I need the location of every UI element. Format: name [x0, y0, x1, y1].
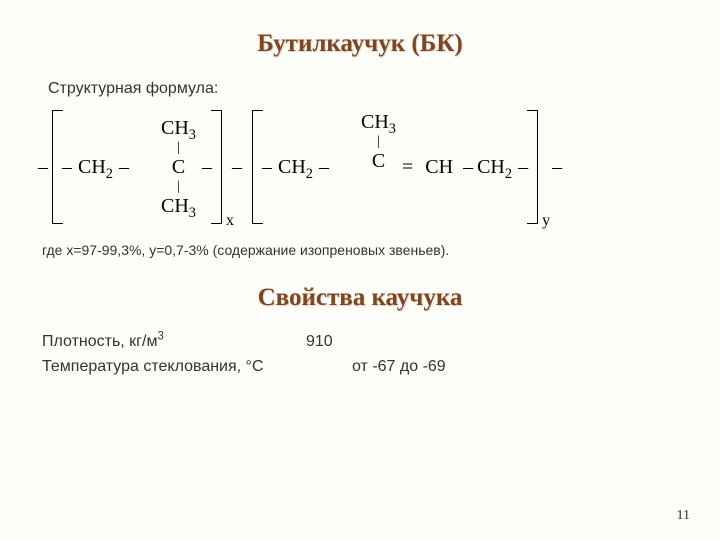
properties-title: Свойства каучука [42, 284, 678, 312]
density-value: 910 [306, 330, 333, 355]
bond-dash: – [222, 156, 252, 179]
bond-dash: – [196, 156, 218, 179]
bond-dash: – [34, 156, 52, 179]
vertical-bond-icon: | [377, 135, 380, 149]
ch2-group: CH2 [477, 156, 512, 179]
bond-dash: – [512, 156, 534, 179]
subscript-y: y [542, 212, 550, 230]
vertical-bond-icon: | [177, 141, 180, 155]
isobutyl-column: CH3 | C | CH3 [161, 116, 196, 219]
ch2-group: CH2 [278, 156, 313, 179]
property-row: Плотность, кг/м3 910 [42, 330, 678, 355]
bracket-y: – CH2 – CH3 | C | X = CH – CH2 – y [252, 110, 538, 224]
ch-group: CH [419, 156, 459, 179]
ch3-group: CH3 [161, 194, 196, 219]
bond-dash: – [256, 156, 278, 179]
bond-dash: – [56, 156, 78, 179]
density-label: Плотность, кг/м3 [42, 330, 306, 355]
bond-dash: – [538, 156, 566, 179]
structural-formula: – – CH2 – CH3 | C | CH3 – x – – CH2 – CH… [34, 110, 678, 224]
vertical-bond-icon: | [177, 180, 180, 194]
page-title: Бутилкаучук (БК) [42, 30, 678, 58]
tg-value: от -67 до -69 [352, 355, 446, 380]
subscript-x: x [226, 212, 234, 230]
ch3-group: CH3 [361, 110, 396, 135]
bond-dash: – [459, 156, 477, 179]
tg-label: Температура стеклования, °С [42, 355, 352, 380]
isoprene-c-column: CH3 | C | X [361, 110, 396, 224]
formula-note: где х=97-99,3%, у=0,7-3% (содержание изо… [42, 242, 678, 258]
structural-formula-label: Структурная формула: [48, 80, 678, 98]
ch2-group: CH2 [78, 156, 113, 179]
c-atom: C [172, 155, 185, 180]
properties-block: Плотность, кг/м3 910 Температура стеклов… [42, 330, 678, 380]
bond-dash: – [313, 156, 335, 179]
ch3-group: CH3 [161, 116, 196, 141]
bond-dash: – [113, 156, 135, 179]
c-atom: C [372, 149, 385, 174]
double-bond: = [396, 156, 419, 179]
bracket-x: – CH2 – CH3 | C | CH3 – x [52, 110, 222, 224]
page-number: 11 [677, 508, 690, 524]
property-row: Температура стеклования, °С от -67 до -6… [42, 355, 678, 380]
